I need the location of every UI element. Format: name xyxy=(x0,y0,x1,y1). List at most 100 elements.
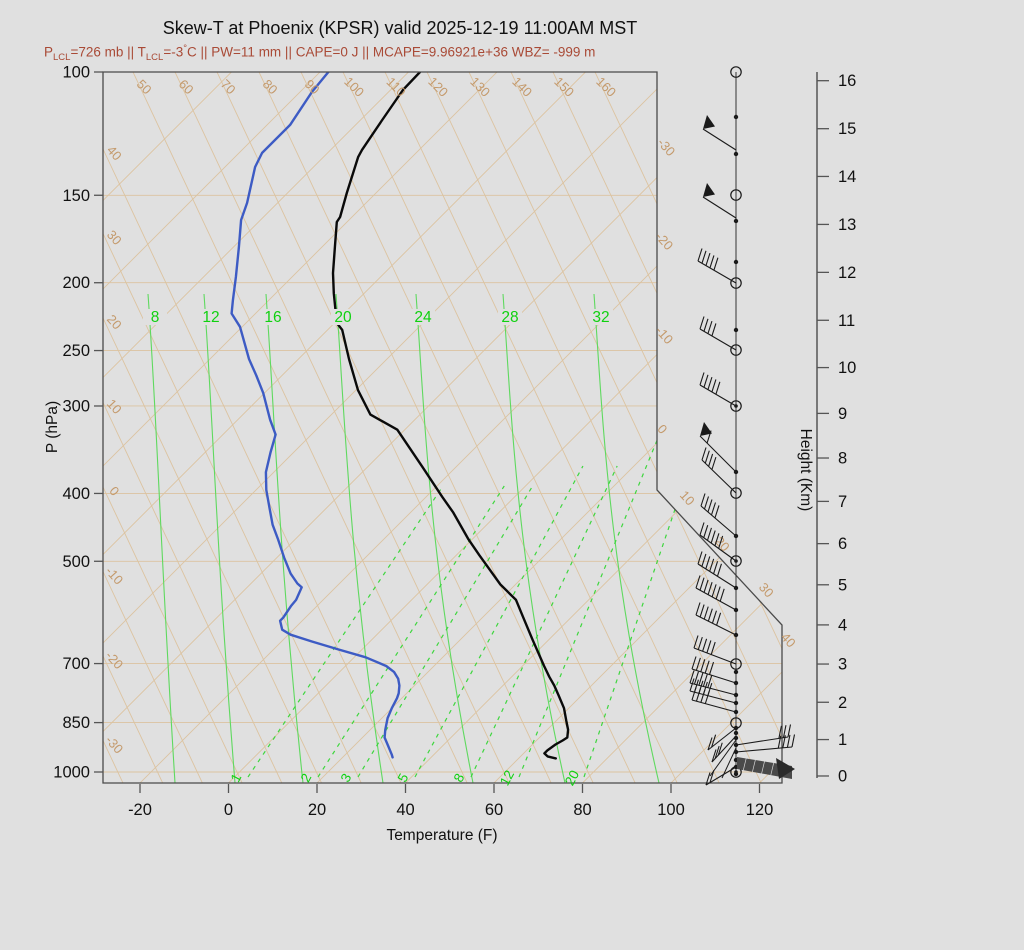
wind-barb xyxy=(699,372,737,407)
wind-barb xyxy=(699,422,737,473)
svg-text:1: 1 xyxy=(838,731,847,749)
wind-barb xyxy=(697,551,737,589)
moist-adiabat-labels: 8 12 16 20 24 28 32 xyxy=(143,309,613,326)
svg-text:3: 3 xyxy=(838,656,847,674)
svg-text:28: 28 xyxy=(501,309,518,326)
wind-barb xyxy=(735,734,796,753)
svg-text:200: 200 xyxy=(62,274,90,292)
wind-barb xyxy=(699,522,737,562)
adiabat-labels-left: 40 30 20 10 0 -10 -20 -30 xyxy=(102,143,126,757)
svg-text:2: 2 xyxy=(838,694,847,712)
svg-text:10: 10 xyxy=(104,396,125,417)
level-marker-dot xyxy=(733,218,739,224)
svg-text:-30: -30 xyxy=(102,732,126,756)
level-marker-dot xyxy=(733,730,739,736)
svg-text:300: 300 xyxy=(62,397,90,415)
svg-text:9: 9 xyxy=(838,405,847,423)
wind-barb xyxy=(700,493,737,537)
wind-barb xyxy=(735,724,792,746)
svg-text:7: 7 xyxy=(838,493,847,511)
svg-text:12: 12 xyxy=(838,264,856,282)
wind-barb xyxy=(689,670,737,696)
svg-text:20: 20 xyxy=(334,309,352,326)
svg-text:5: 5 xyxy=(838,576,847,594)
adiabat-labels-top: 50 60 70 80 90 100 110 120 130 140 150 160 xyxy=(134,74,619,100)
wind-barb xyxy=(695,575,737,611)
svg-text:400: 400 xyxy=(62,485,90,503)
svg-text:0: 0 xyxy=(838,767,847,785)
svg-text:24: 24 xyxy=(414,309,432,326)
sounding-params: PLCL=726 mb || TLCL=-3°C || PW=11 mm || … xyxy=(44,43,596,64)
svg-text:32: 32 xyxy=(592,309,609,326)
wind-barb xyxy=(711,735,737,763)
wind-barb xyxy=(691,687,737,713)
wind-barb xyxy=(699,316,737,351)
wind-barb xyxy=(702,183,737,219)
svg-text:-20: -20 xyxy=(128,801,152,819)
svg-text:-20: -20 xyxy=(102,648,126,672)
level-marker-circle xyxy=(730,66,742,78)
svg-text:30: 30 xyxy=(756,580,777,601)
svg-text:1000: 1000 xyxy=(53,764,90,782)
svg-text:150: 150 xyxy=(62,187,90,205)
svg-text:100: 100 xyxy=(657,801,685,819)
wind-barb xyxy=(691,656,737,684)
svg-text:13: 13 xyxy=(838,216,856,234)
svg-text:-10: -10 xyxy=(652,323,676,347)
wind-barb xyxy=(693,635,737,665)
svg-text:130: 130 xyxy=(467,74,493,100)
wind-barb xyxy=(697,248,737,284)
svg-text:40: 40 xyxy=(396,801,414,819)
svg-text:10: 10 xyxy=(838,359,856,377)
temperature-axis-title: Temperature (F) xyxy=(386,827,497,844)
moist-adiabat-lines xyxy=(147,293,660,783)
svg-text:4: 4 xyxy=(838,616,847,634)
svg-text:30: 30 xyxy=(104,227,125,248)
svg-text:12: 12 xyxy=(497,768,517,788)
mixing-ratio-lines xyxy=(247,425,704,778)
svg-text:120: 120 xyxy=(425,74,451,100)
svg-text:16: 16 xyxy=(264,309,281,326)
svg-text:8: 8 xyxy=(838,450,847,468)
svg-text:20: 20 xyxy=(562,768,582,788)
wind-barb xyxy=(701,447,737,494)
svg-text:0: 0 xyxy=(106,483,122,498)
svg-text:15: 15 xyxy=(838,120,856,138)
height-axis-title: Height (Km) xyxy=(797,429,814,512)
wind-barb xyxy=(695,602,737,636)
temperature-curve xyxy=(331,72,570,760)
level-marker-circle xyxy=(730,658,742,670)
svg-text:850: 850 xyxy=(62,714,90,732)
svg-text:-30: -30 xyxy=(654,135,678,159)
pressure-axis: 100 150 200 250 300 400 500 700 850 1000 P (hPa) xyxy=(44,64,103,782)
svg-text:0: 0 xyxy=(224,801,233,819)
svg-text:-20: -20 xyxy=(652,229,676,253)
svg-text:20: 20 xyxy=(308,801,326,819)
svg-text:12: 12 xyxy=(202,309,219,326)
level-marker-circle xyxy=(730,555,742,567)
svg-text:500: 500 xyxy=(62,553,90,571)
svg-text:60: 60 xyxy=(485,801,503,819)
pressure-axis-title: P (hPa) xyxy=(44,401,61,453)
surface-wind-cluster xyxy=(709,739,795,779)
svg-text:16: 16 xyxy=(838,72,856,90)
svg-text:140: 140 xyxy=(509,74,535,100)
level-marker-dot xyxy=(733,259,739,265)
level-marker-circle xyxy=(730,277,742,289)
svg-text:250: 250 xyxy=(62,342,90,360)
wind-barb xyxy=(702,115,737,151)
svg-text:100: 100 xyxy=(62,64,90,82)
level-marker-circle xyxy=(730,344,742,356)
level-marker-circle xyxy=(730,487,742,499)
svg-text:700: 700 xyxy=(62,655,90,673)
svg-text:100: 100 xyxy=(341,74,367,100)
pressure-gridlines xyxy=(103,72,782,773)
plot-border xyxy=(102,71,783,784)
wind-barb xyxy=(707,727,737,751)
